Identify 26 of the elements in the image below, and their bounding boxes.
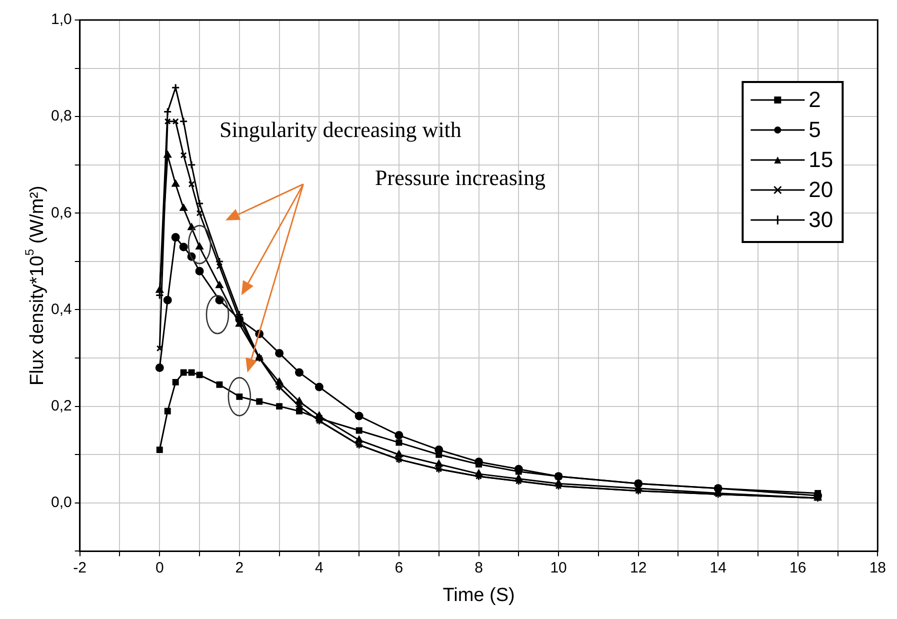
x-tick-label: 4 xyxy=(315,559,324,576)
y-tick-label: 0,8 xyxy=(50,108,72,125)
y-tick-label: 0,4 xyxy=(50,300,72,318)
y-tick-label: 0,0 xyxy=(50,494,72,512)
y-axis-title: Flux density*105 (W/m²) xyxy=(22,186,48,386)
x-tick-label: 14 xyxy=(710,559,726,576)
x-tick-label: 16 xyxy=(790,559,806,576)
legend-label: 30 xyxy=(808,207,834,232)
x-tick-label: -2 xyxy=(73,559,87,576)
legend-label: 2 xyxy=(808,87,821,112)
annotation: Pressure increasing xyxy=(375,165,546,190)
x-tick-label: 2 xyxy=(235,559,244,576)
x-axis-title: Time (S) xyxy=(442,584,515,606)
y-tick-label: 1,0 xyxy=(50,11,72,28)
x-tick-label: 0 xyxy=(155,559,164,576)
legend-label: 5 xyxy=(808,117,821,142)
x-tick-label: 10 xyxy=(550,559,567,576)
y-tick-label: 0,6 xyxy=(50,204,72,222)
x-tick-label: 18 xyxy=(869,559,886,576)
x-tick-label: 6 xyxy=(394,559,404,576)
x-tick-label: 12 xyxy=(630,559,647,576)
annotation: Singularity decreasing with xyxy=(219,116,462,142)
legend-label: 15 xyxy=(808,147,834,172)
x-tick-label: 8 xyxy=(474,559,483,576)
y-tick-label: 0,2 xyxy=(50,397,72,414)
legend-label: 20 xyxy=(808,177,834,202)
